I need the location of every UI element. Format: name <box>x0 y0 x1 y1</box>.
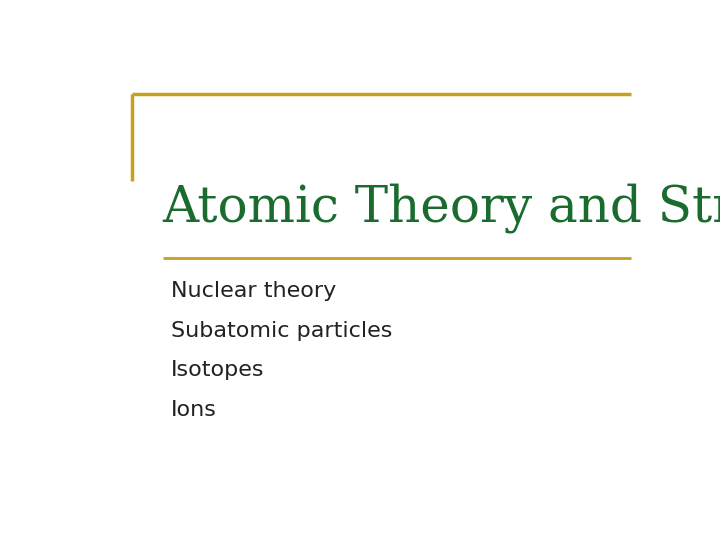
Text: Isotopes: Isotopes <box>171 360 264 380</box>
Text: Ions: Ions <box>171 400 217 420</box>
Text: Nuclear theory: Nuclear theory <box>171 281 336 301</box>
Text: Subatomic particles: Subatomic particles <box>171 321 392 341</box>
Text: Atomic Theory and Structure: Atomic Theory and Structure <box>163 183 720 233</box>
